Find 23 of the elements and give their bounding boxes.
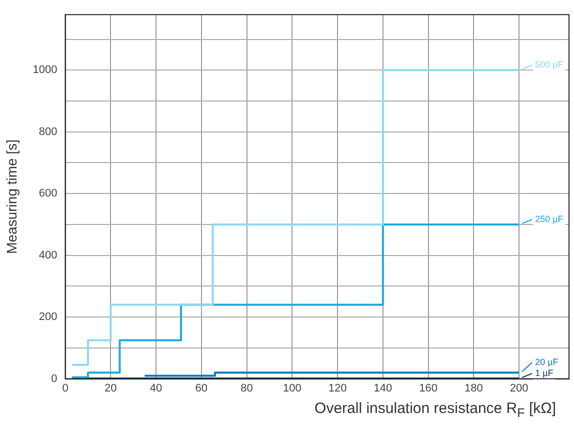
x-axis-title: Overall insulation resistance R$_{F}$ [kΩ] — [314, 400, 556, 420]
x-tick-label: 200 — [510, 382, 528, 394]
x-tick-label: 140 — [374, 382, 392, 394]
legend-label: 20 µF — [535, 356, 559, 367]
x-tick-label: 0 — [62, 382, 68, 394]
y-tick-label: 600 — [38, 188, 58, 200]
legend-label: 1 µF — [535, 368, 554, 378]
y-tick-label: 800 — [38, 126, 58, 138]
y-tick-label: 1000 — [32, 64, 58, 76]
y-axis-title: Measuring time [s] — [3, 140, 20, 254]
y-tick-label: 400 — [38, 249, 58, 262]
x-tick-label: 60 — [195, 382, 208, 394]
x-tick-label: 40 — [150, 382, 162, 394]
legend-label: 500 µF — [535, 60, 564, 70]
x-tick-label: 160 — [419, 382, 438, 394]
x-tick-label: 20 — [104, 382, 117, 394]
x-tick-label: 180 — [464, 382, 483, 394]
x-tick-label: 120 — [328, 382, 347, 394]
y-tick-label: 0 — [51, 372, 58, 385]
x-tick-label: 100 — [282, 382, 302, 394]
y-tick-label: 200 — [38, 311, 58, 324]
x-tick-label: 80 — [240, 382, 253, 394]
legend-label: 250 µF — [535, 214, 564, 224]
